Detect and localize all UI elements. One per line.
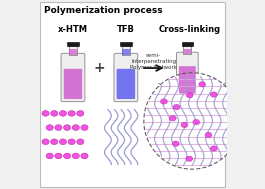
- FancyBboxPatch shape: [179, 66, 196, 94]
- Circle shape: [144, 73, 240, 169]
- Text: Cross-linking: Cross-linking: [158, 25, 220, 34]
- Ellipse shape: [205, 132, 212, 138]
- Bar: [183, 46, 191, 54]
- Ellipse shape: [72, 125, 79, 130]
- Ellipse shape: [46, 153, 53, 159]
- FancyBboxPatch shape: [117, 69, 135, 99]
- Ellipse shape: [64, 125, 71, 130]
- Ellipse shape: [51, 111, 58, 116]
- Ellipse shape: [42, 139, 49, 145]
- Ellipse shape: [186, 156, 193, 161]
- Ellipse shape: [210, 146, 217, 151]
- Ellipse shape: [210, 92, 217, 97]
- Ellipse shape: [59, 111, 67, 116]
- Ellipse shape: [68, 139, 75, 145]
- Ellipse shape: [161, 99, 167, 104]
- Ellipse shape: [193, 119, 200, 125]
- Ellipse shape: [81, 125, 88, 130]
- Bar: [122, 46, 130, 55]
- Ellipse shape: [77, 111, 84, 116]
- Ellipse shape: [42, 111, 49, 116]
- Ellipse shape: [46, 125, 53, 130]
- Bar: [184, 49, 191, 54]
- Bar: [182, 42, 193, 46]
- Ellipse shape: [173, 104, 180, 110]
- Ellipse shape: [72, 153, 79, 159]
- Ellipse shape: [186, 93, 193, 98]
- Text: x-HTM: x-HTM: [58, 25, 88, 34]
- Text: TFB: TFB: [117, 25, 135, 34]
- Ellipse shape: [59, 139, 67, 145]
- Bar: [120, 42, 132, 46]
- Bar: [122, 49, 130, 55]
- Ellipse shape: [51, 139, 58, 145]
- FancyBboxPatch shape: [176, 52, 198, 96]
- Text: +: +: [94, 61, 105, 75]
- Ellipse shape: [55, 125, 62, 130]
- Ellipse shape: [77, 139, 84, 145]
- Bar: [67, 42, 79, 46]
- Ellipse shape: [169, 115, 176, 121]
- Ellipse shape: [55, 153, 62, 159]
- Text: Polymerization process: Polymerization process: [44, 6, 162, 15]
- FancyBboxPatch shape: [61, 53, 85, 102]
- FancyBboxPatch shape: [64, 69, 82, 99]
- Text: semi-
Interpenetrating
Polymer Network: semi- Interpenetrating Polymer Network: [130, 53, 177, 70]
- Bar: [69, 49, 77, 55]
- Ellipse shape: [81, 153, 88, 159]
- Ellipse shape: [64, 153, 71, 159]
- Ellipse shape: [173, 141, 179, 146]
- Bar: [69, 46, 77, 55]
- FancyBboxPatch shape: [114, 53, 138, 102]
- Ellipse shape: [68, 111, 75, 116]
- Ellipse shape: [181, 122, 188, 128]
- Ellipse shape: [199, 82, 206, 87]
